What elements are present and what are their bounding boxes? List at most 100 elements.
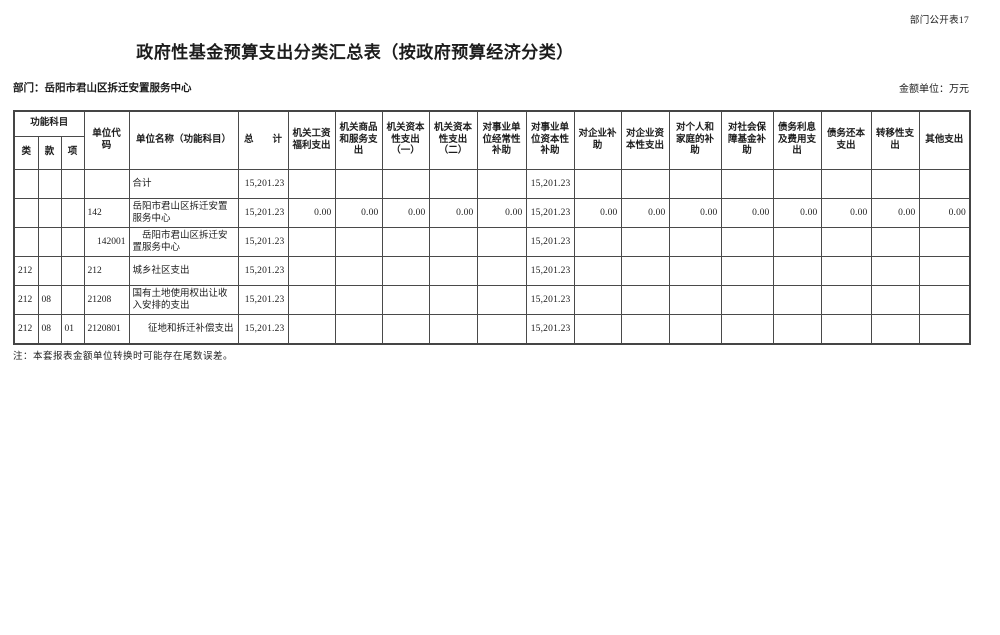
- table-cell: [870, 285, 920, 315]
- table-cell: [60, 227, 85, 257]
- column-header-econ-11: 债务还本支出: [820, 110, 872, 170]
- amount-unit-label: 金额单位：万元: [899, 84, 969, 95]
- table-cell: [720, 169, 774, 199]
- table-cell: [918, 314, 971, 344]
- table-cell: 212: [13, 256, 39, 286]
- table-cell: [476, 314, 527, 344]
- table-cell: [720, 285, 774, 315]
- table-cell: 0.00: [334, 198, 383, 228]
- table-cell: [573, 227, 622, 257]
- table-cell: [13, 169, 39, 199]
- table-cell: [428, 256, 478, 286]
- table-cell: [60, 169, 85, 199]
- column-header-econ-9: 对社会保障基金补助: [720, 110, 774, 170]
- table-cell: [381, 285, 430, 315]
- column-header-econ-3: 机关资本性支出（二）: [428, 110, 478, 170]
- table-cell: [620, 227, 670, 257]
- column-header-unit-name: 单位名称（功能科目）: [128, 110, 239, 170]
- table-cell: [381, 314, 430, 344]
- table-cell: 征地和拆迁补偿支出: [128, 314, 239, 344]
- column-header-econ-7: 对企业资本性支出: [620, 110, 670, 170]
- table-row: 212 08 01 2120801 征地和拆迁补偿支出 15,201.23 15,201.2…: [13, 314, 971, 344]
- table-cell: 212: [13, 314, 39, 344]
- table-cell: 2120801: [83, 314, 130, 344]
- table-cell: [820, 256, 872, 286]
- table-cell: 0.00: [820, 198, 872, 228]
- table-cell: [820, 285, 872, 315]
- header-row-1: 功能科目 单位代 码 单位名称（功能科目） 总 计 机关工资福利支出 机关商品和服…: [13, 110, 971, 170]
- column-header-econ-1: 机关商品和服务支出: [334, 110, 383, 170]
- table-row: 合计 15,201.23 15,201.23: [13, 169, 971, 199]
- table-cell: 15,201.23: [525, 314, 575, 344]
- table-cell: [820, 314, 872, 344]
- table-cell: [668, 227, 722, 257]
- table-cell: 岳阳市君山区拆迁安置服务中心: [128, 198, 239, 228]
- table-cell: [476, 169, 527, 199]
- meta-row: 部门：岳阳市君山区拆迁安置服务中心 金额单位：万元: [13, 80, 969, 95]
- table-cell: [772, 314, 822, 344]
- table-cell: 岳阳市君山区拆迁安置服务中心: [128, 227, 239, 257]
- table-body: 合计 15,201.23 15,201.23 142 岳阳市君山区拆迁安置服务中心 15,…: [13, 169, 971, 344]
- column-header-econ-4: 对事业单位经常性补助: [476, 110, 527, 170]
- table-cell: [60, 256, 85, 286]
- table-cell: [334, 256, 383, 286]
- table-cell: 212: [13, 285, 39, 315]
- table-cell: [428, 227, 478, 257]
- column-header-unit-code: 单位代 码: [83, 110, 130, 170]
- department-label: 部门：岳阳市君山区拆迁安置服务中心: [13, 83, 192, 94]
- table-cell: 0.00: [287, 198, 336, 228]
- table-cell: 15,201.23: [237, 169, 289, 199]
- table-cell: [620, 285, 670, 315]
- column-header-econ-5: 对事业单位资本性补助: [525, 110, 575, 170]
- column-header-function-group: 功能科目: [13, 110, 85, 137]
- table-cell: 城乡社区支出: [128, 256, 239, 286]
- table-cell: [668, 314, 722, 344]
- column-header-econ-6: 对企业补助: [573, 110, 622, 170]
- table-cell: 01: [60, 314, 85, 344]
- table-cell: [287, 285, 336, 315]
- table-cell: 0.00: [428, 198, 478, 228]
- table-cell: [13, 227, 39, 257]
- table-cell: 15,201.23: [237, 256, 289, 286]
- table-cell: [287, 256, 336, 286]
- table-cell: 国有土地使用权出让收入安排的支出: [128, 285, 239, 315]
- table-cell: [918, 285, 971, 315]
- table-cell: 15,201.23: [237, 285, 289, 315]
- table-cell: 15,201.23: [525, 169, 575, 199]
- table-cell: 0.00: [573, 198, 622, 228]
- table-cell: [870, 256, 920, 286]
- table-cell: [428, 285, 478, 315]
- table-cell: [287, 314, 336, 344]
- table-cell: [870, 314, 920, 344]
- column-header-econ-2: 机关资本性支出（一）: [381, 110, 430, 170]
- table-cell: 15,201.23: [237, 227, 289, 257]
- table-cell: [428, 314, 478, 344]
- table-cell: [772, 285, 822, 315]
- table-cell: 0.00: [668, 198, 722, 228]
- table-cell: [428, 169, 478, 199]
- column-header-econ-8: 对个人和家庭的补助: [668, 110, 722, 170]
- table-cell: 15,201.23: [525, 198, 575, 228]
- table-cell: [334, 285, 383, 315]
- page-title: 政府性基金预算支出分类汇总表（按政府预算经济分类）: [136, 43, 574, 62]
- table-cell: [720, 227, 774, 257]
- table-cell: [60, 285, 85, 315]
- table-cell: [720, 314, 774, 344]
- table-cell: [381, 256, 430, 286]
- table-cell: 0.00: [720, 198, 774, 228]
- table-cell: 0.00: [381, 198, 430, 228]
- table-cell: [573, 256, 622, 286]
- table-cell: 212: [83, 256, 130, 286]
- table-cell: [37, 169, 62, 199]
- table-cell: [820, 169, 872, 199]
- table-cell: [620, 314, 670, 344]
- table-cell: [334, 314, 383, 344]
- table-cell: [772, 169, 822, 199]
- table-cell: [918, 227, 971, 257]
- table-cell: [287, 169, 336, 199]
- table-cell: [573, 285, 622, 315]
- column-header-class: 类: [13, 136, 39, 170]
- table-cell: [620, 256, 670, 286]
- sheet-number-label: 部门公开表17: [909, 16, 969, 26]
